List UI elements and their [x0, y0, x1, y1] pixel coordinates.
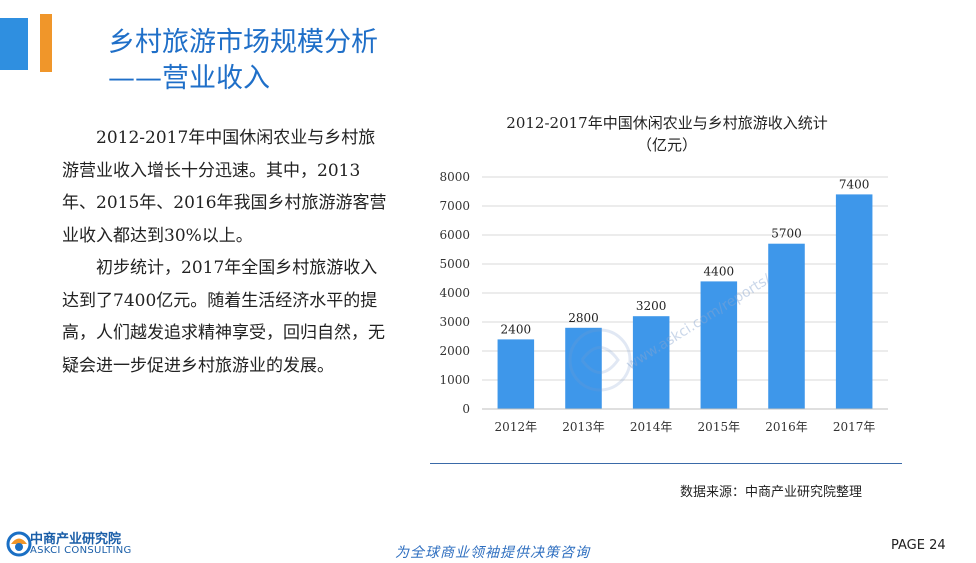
data-label: 4400 [704, 264, 735, 278]
askci-logo-icon [6, 531, 32, 557]
y-tick-label: 0 [462, 402, 470, 416]
source-divider [430, 463, 902, 464]
accent-bar-orange [40, 14, 52, 72]
bar [768, 243, 805, 409]
y-tick-label: 6000 [439, 228, 470, 242]
x-tick-label: 2017年 [833, 420, 876, 434]
logo-text-cn: 中商产业研究院 [30, 532, 122, 547]
bar [632, 316, 670, 409]
x-tick-label: 2012年 [495, 420, 538, 434]
y-tick-label: 1000 [439, 373, 470, 387]
body-paragraph-2: 初步统计，2017年全国乡村旅游收入达到了7400亿元。随着生活经济水平的提高，… [62, 258, 385, 376]
body-paragraph-1: 2012-2017年中国休闲农业与乡村旅游营业收入增长十分迅速。其中，2013年… [62, 128, 387, 246]
data-source: 数据来源：中商产业研究院整理 [680, 485, 863, 500]
footer-slogan: 为全球商业领袖提供决策咨询 [395, 545, 590, 561]
page-subtitle: ——营业收入 [108, 63, 270, 94]
bar [497, 339, 535, 409]
data-label: 7400 [839, 177, 870, 191]
x-tick-label: 2016年 [765, 420, 808, 434]
chart-title-block: 2012-2017年中国休闲农业与乡村旅游收入统计 （亿元） [432, 112, 902, 156]
y-tick-label: 8000 [439, 170, 470, 184]
x-tick-label: 2015年 [698, 420, 741, 434]
x-tick-label: 2014年 [630, 420, 673, 434]
bar [565, 327, 602, 409]
accent-bar-blue [0, 18, 28, 70]
page-number: PAGE 24 [891, 538, 946, 553]
body-text: 2012-2017年中国休闲农业与乡村旅游营业收入增长十分迅速。其中，2013年… [62, 122, 392, 382]
chart-title: 2012-2017年中国休闲农业与乡村旅游收入统计 [506, 114, 828, 132]
data-label: 5700 [771, 227, 802, 241]
y-tick-label: 2000 [439, 344, 470, 358]
y-tick-label: 5000 [439, 257, 470, 271]
data-label: 2800 [568, 311, 599, 325]
chart-unit: （亿元） [636, 136, 697, 154]
data-label: 3200 [636, 299, 667, 313]
x-tick-label: 2013年 [562, 420, 605, 434]
page-title: 乡村旅游市场规模分析 [108, 27, 378, 58]
logo-text-en: ASKCI CONSULTING [30, 545, 132, 556]
bar-chart: 0 1000 2000 3000 4000 5000 6000 7000 8000 2400 201… [439, 170, 888, 434]
bar [700, 281, 738, 409]
bar [835, 194, 873, 409]
y-tick-label: 3000 [439, 315, 470, 329]
y-tick-label: 7000 [439, 199, 470, 213]
data-label: 2400 [501, 322, 532, 336]
y-tick-label: 4000 [439, 286, 470, 300]
